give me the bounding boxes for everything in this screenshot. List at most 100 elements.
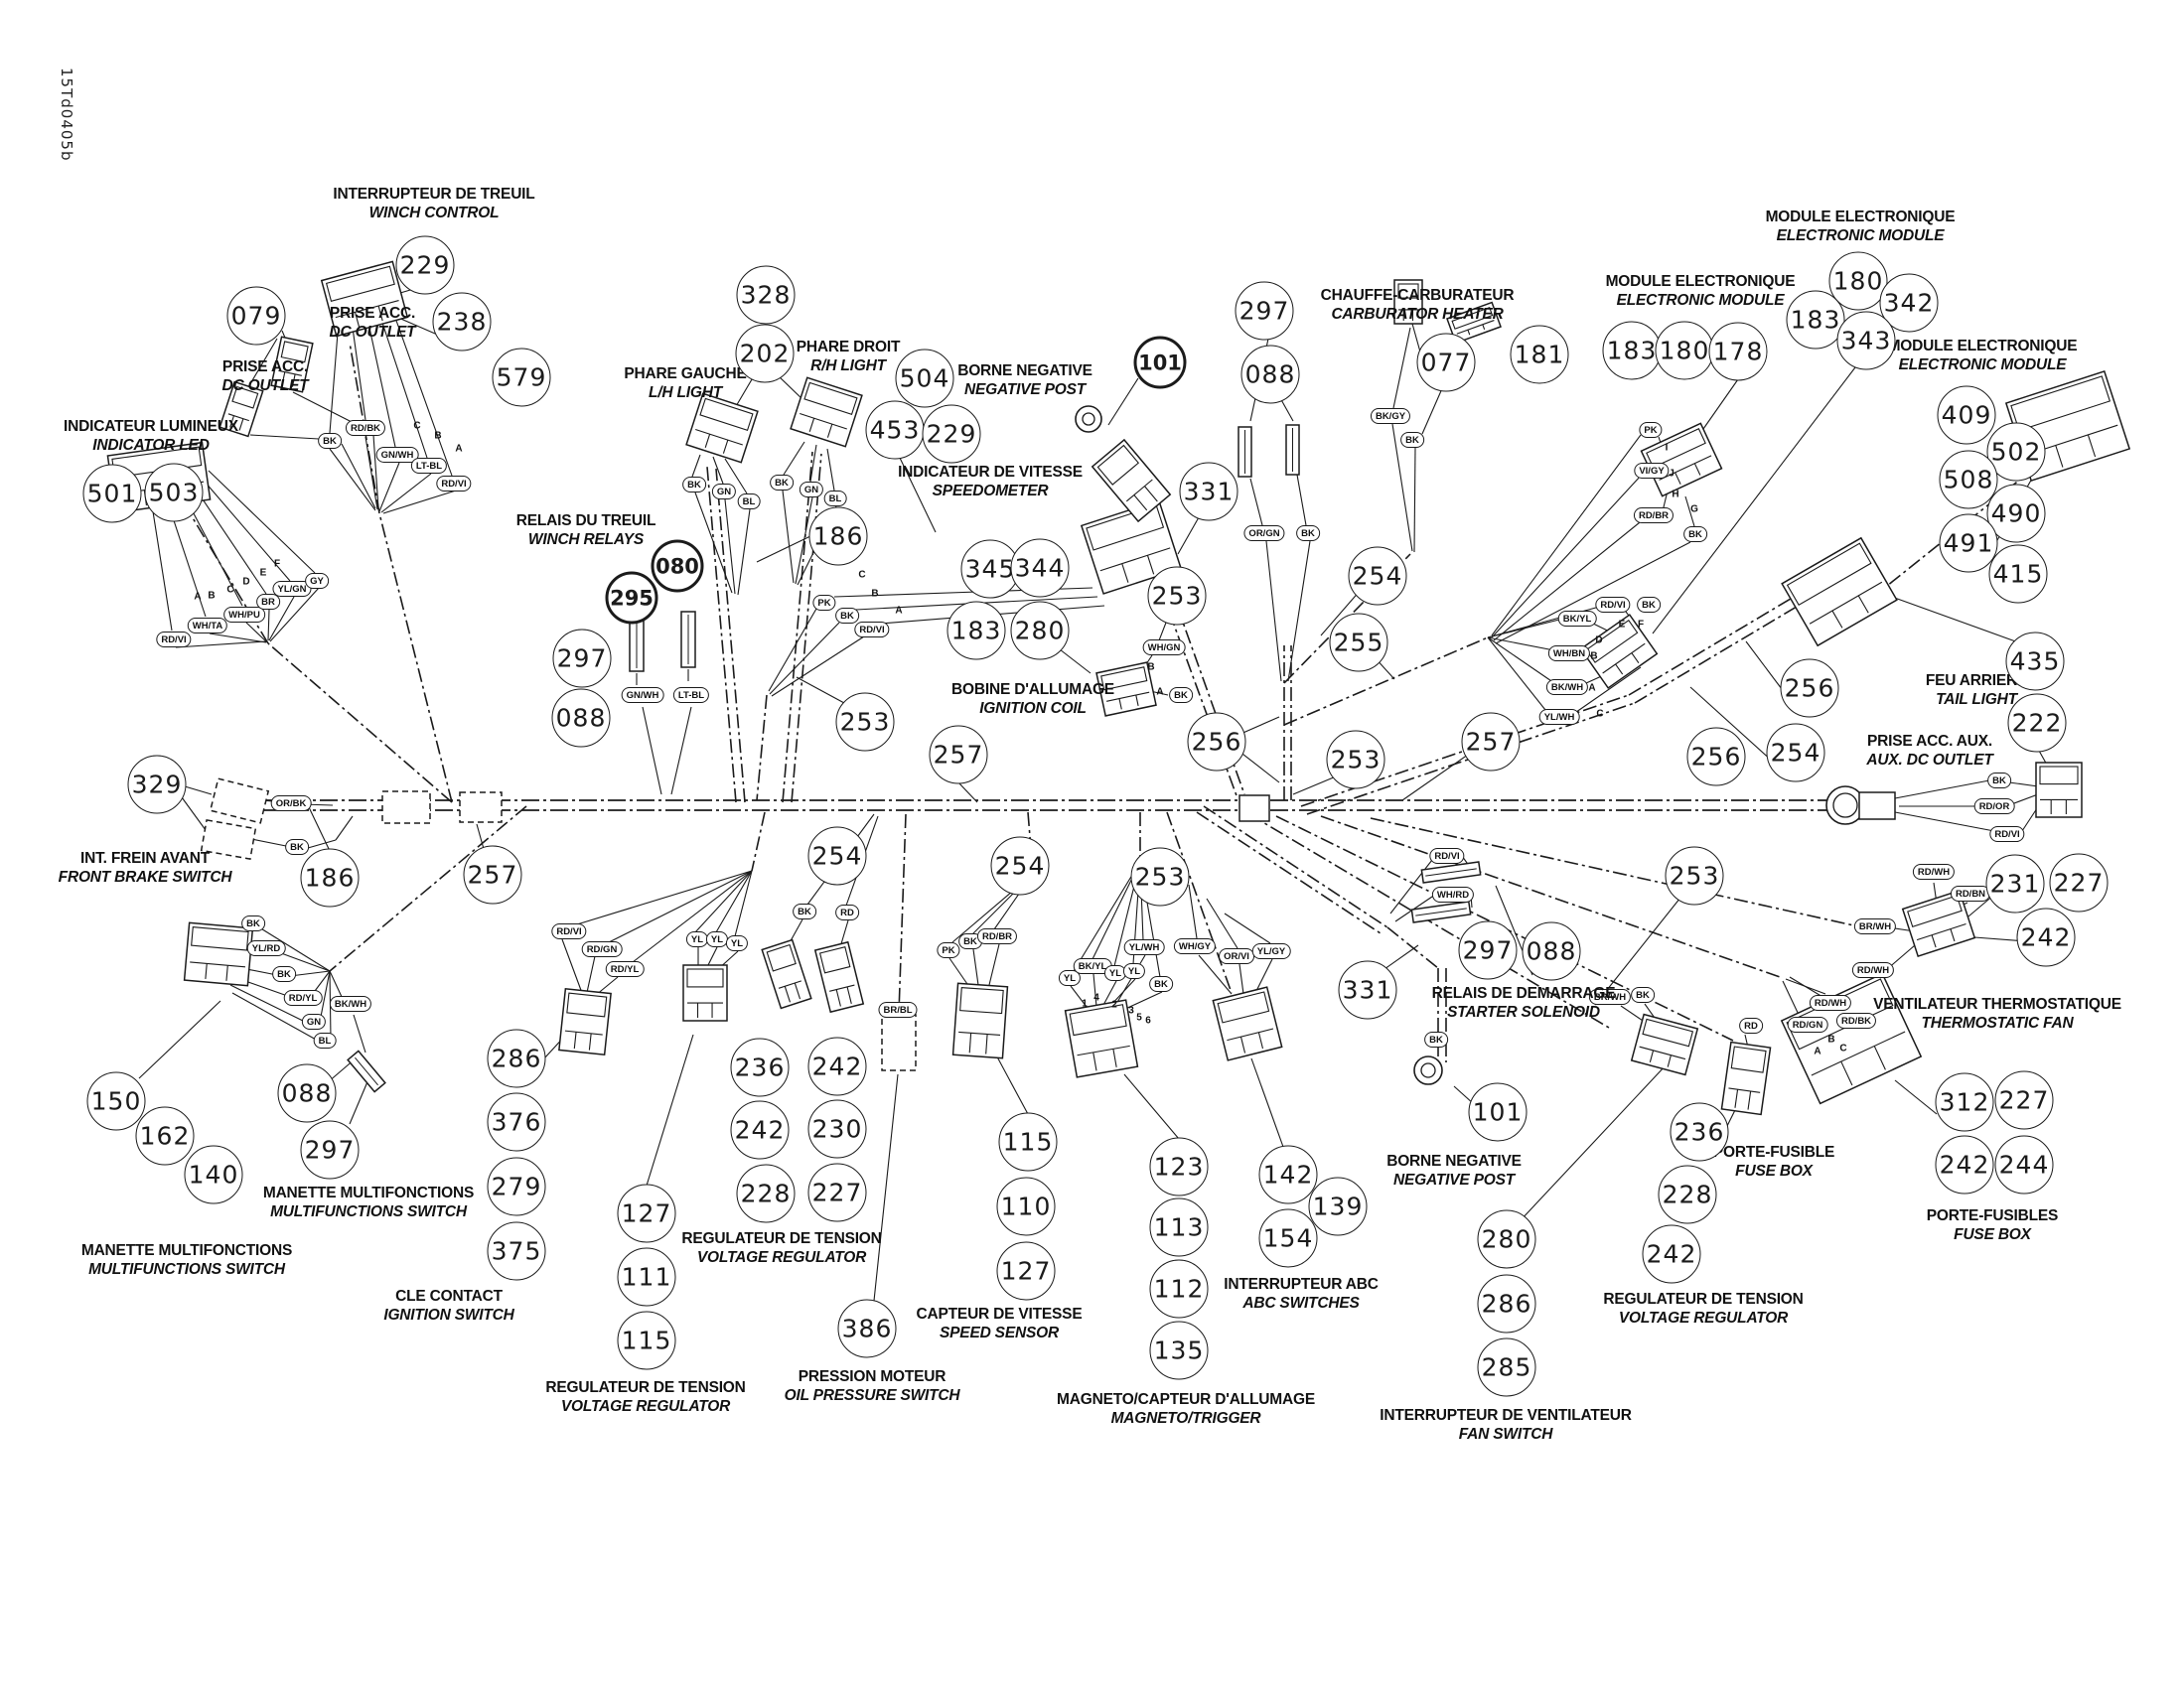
part-callout: 343 [1836,311,1896,370]
part-callout: 297 [300,1120,360,1180]
wire-line [1188,884,1198,939]
wire-line [694,492,733,594]
wire-line [307,839,337,849]
pin-label: 3 [1128,1005,1134,1017]
pin-label: B [1147,661,1155,673]
harness-bundle-line [267,642,453,803]
pin-label: B [871,588,879,600]
wire-line [1238,963,1244,995]
part-callout: 579 [492,348,551,407]
abc-switch-connector [1212,986,1283,1061]
part-callout: 279 [487,1157,546,1216]
wire-color-label: PK [1639,422,1663,438]
part-callout: 415 [1988,544,2048,604]
pin-label: F [1637,619,1645,631]
wire-line [737,508,751,596]
wire-line [1394,894,1436,922]
part-callout: 088 [1522,921,1581,981]
part-callout: 257 [929,725,988,784]
part-callout: 088 [1240,345,1300,404]
part-callout: 227 [1994,1070,2054,1130]
leader-line [1238,750,1280,783]
component-label-en: ELECTRONIC MODULE [1776,227,1945,244]
wire-color-label: BK [318,433,342,449]
pin-label: 5 [1136,1012,1142,1024]
wire-color-label: RD/BR [976,928,1018,944]
part-callout: 180 [1655,321,1714,380]
wire-color-label: BL [737,493,761,509]
wire-line [608,870,753,943]
harness-bundle-line [1283,636,1489,726]
leader-line [898,455,937,533]
component-label-en: VOLTAGE REGULATOR [1618,1310,1789,1327]
wire-color-label: RD/WH [1912,864,1956,880]
component-label-en: OIL PRESSURE SWITCH [784,1387,960,1404]
leader-line [646,1034,694,1187]
wire-line [1122,991,1163,1011]
part-callout: 183 [1602,321,1662,380]
component-label-en: IGNITION SWITCH [383,1307,514,1324]
wire-line [771,635,865,697]
part-callout: 227 [2049,853,2109,913]
part-callout: 088 [277,1063,337,1123]
wire-line [1287,540,1311,682]
wire-line [335,815,354,841]
component-label: MODULE ELECTRONIQUE ELECTRONIC MODULE [1888,337,2078,374]
leader-line [1320,589,1362,636]
component-label: INT. FREIN AVANT FRONT BRAKE SWITCH [59,849,232,887]
pin-label: 6 [1145,1015,1151,1027]
wire-color-label: BL [313,1033,337,1049]
starter-solenoid-blade [1420,861,1482,884]
component-label-en: NEGATIVE POST [963,381,1086,398]
wire-color-label: BK [1631,987,1655,1003]
leader-line [1107,377,1139,426]
wire-color-label: GN/WH [375,447,419,463]
part-callout: 180 [1828,251,1888,311]
speed-sensor-connector [951,982,1009,1059]
wire-line [258,926,331,972]
component-label-fr: REGULATEUR DE TENSION [681,1230,882,1247]
wire-line [1206,898,1238,949]
part-callout: 280 [1010,601,1070,660]
component-label-fr: INTERRUPTEUR DE VENTILATEUR [1380,1407,1632,1424]
wire-line [632,870,753,963]
dc-outlet-connector [218,380,264,438]
leader-line [1059,648,1092,674]
wire-line [724,498,736,595]
wire-line [289,970,331,977]
wire-line [2008,781,2039,787]
wire-color-label: RD/OR [1973,798,2015,814]
component-label-fr: PRISE ACC. AUX. [1867,733,1992,750]
part-callout: 328 [736,265,796,325]
wire-line [249,434,320,440]
pin-label: C [226,584,234,596]
component-label-en: CARBURATOR HEATER [1331,306,1504,323]
wire-color-label: WH/TA [187,618,228,633]
part-callout: 150 [86,1071,146,1131]
blade-terminal [1238,426,1252,478]
part-callout: 253 [1130,847,1190,907]
fuse-box-connector [1720,1041,1772,1116]
wire-color-label: BR/WH [1588,989,1632,1005]
pin-label: J [1669,468,1674,480]
component-label-en: INDICATOR LED [92,437,210,454]
wire-color-label: RD/VI [1429,848,1465,864]
component-label: BOBINE D'ALLUMAGE IGNITION COIL [951,680,1114,718]
component-label: INDICATEUR DE VITESSE SPEEDOMETER [898,463,1083,500]
wire-line [353,1014,366,1054]
leader-line [1894,1079,1938,1115]
component-label-fr: INTERRUPTEUR DE TREUIL [333,186,535,203]
pin-label: C [1596,708,1604,720]
part-callout: 186 [808,506,868,566]
wire-color-label: BK [770,475,794,491]
wire-color-label: BK/WH [1545,679,1589,695]
wire-color-label: BK [835,608,859,624]
fan-switch-connector [1630,1013,1699,1076]
multifunction-switch-connector [183,921,254,987]
part-callout: 297 [1458,920,1518,980]
wire-color-label: RD/BK [345,420,386,436]
component-label-en: FUSE BOX [1735,1163,1813,1180]
blade-terminal [1285,424,1300,476]
part-callout: 088 [551,688,611,748]
